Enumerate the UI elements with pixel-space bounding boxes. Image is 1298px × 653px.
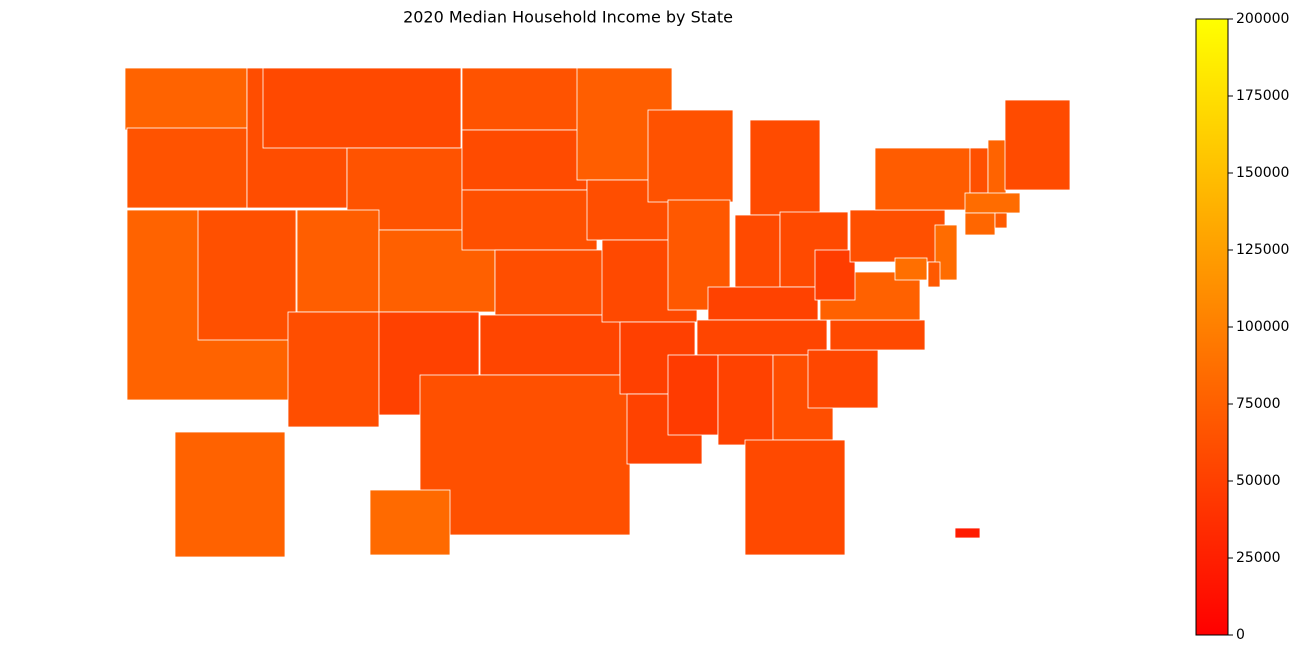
state xyxy=(964,212,996,236)
state xyxy=(647,109,734,203)
state xyxy=(461,189,598,251)
colorbar-tick-label: 150000 xyxy=(1236,165,1289,181)
state xyxy=(1004,99,1071,191)
state xyxy=(717,354,774,446)
state xyxy=(849,209,946,263)
state xyxy=(807,349,879,409)
state xyxy=(954,527,981,539)
state xyxy=(124,67,248,131)
state xyxy=(749,119,821,216)
colorbar-tick-label: 200000 xyxy=(1236,11,1289,27)
colorbar-tick-label: 100000 xyxy=(1236,319,1289,335)
colorbar xyxy=(1195,18,1229,636)
colorbar-tick-label: 50000 xyxy=(1236,473,1281,489)
colorbar-tick-label: 75000 xyxy=(1236,396,1281,412)
state xyxy=(494,249,619,316)
state xyxy=(197,209,297,341)
state xyxy=(461,129,588,191)
state xyxy=(734,214,781,301)
states xyxy=(124,67,1071,558)
state xyxy=(296,209,380,313)
colorbar-tick-label: 125000 xyxy=(1236,242,1289,258)
colorbar-tick-label: 25000 xyxy=(1236,550,1281,566)
state xyxy=(126,127,248,209)
state xyxy=(814,249,856,301)
state xyxy=(927,261,941,288)
state xyxy=(461,67,585,131)
state xyxy=(969,147,989,194)
colorbar-tick-label: 0 xyxy=(1236,627,1245,643)
state xyxy=(262,67,462,149)
state xyxy=(829,319,926,351)
state xyxy=(479,314,621,376)
state xyxy=(696,319,828,356)
state xyxy=(667,354,719,436)
state xyxy=(707,286,819,321)
state xyxy=(174,431,286,558)
state xyxy=(987,139,1007,196)
state xyxy=(419,374,631,536)
state xyxy=(874,147,971,211)
state xyxy=(964,192,1021,214)
state xyxy=(369,489,451,556)
chart-title: 2020 Median Household Income by State xyxy=(403,8,733,27)
state xyxy=(994,212,1008,229)
state xyxy=(934,224,958,281)
colorbar-tick-label: 175000 xyxy=(1236,88,1289,104)
state xyxy=(744,439,846,556)
state xyxy=(287,311,380,428)
state xyxy=(894,257,928,281)
